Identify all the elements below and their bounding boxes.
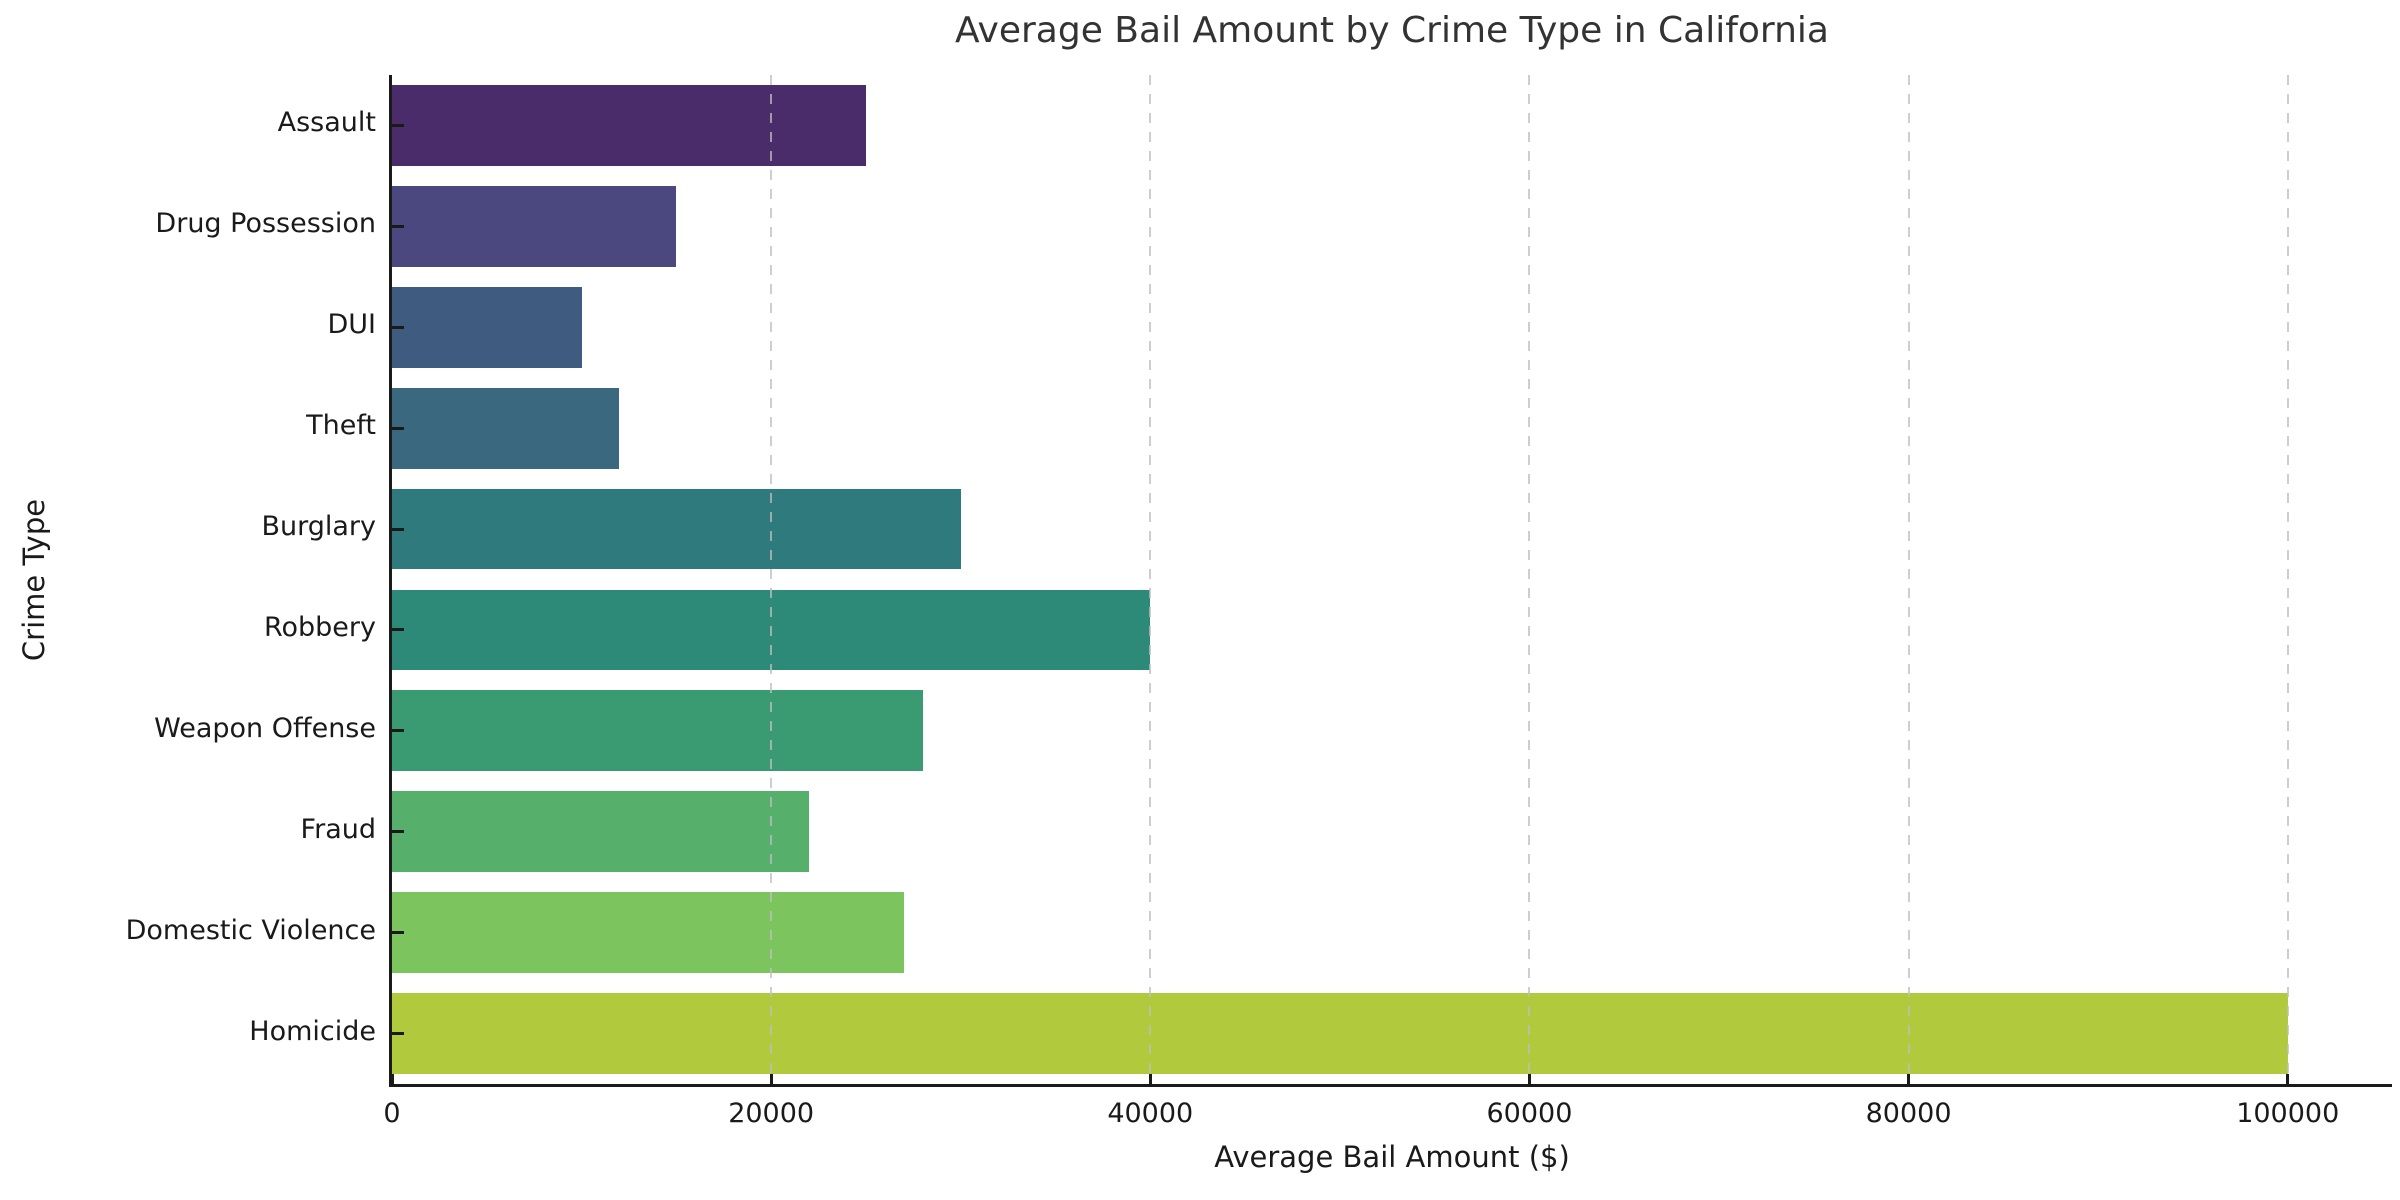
gridline-80000: [1907, 75, 1910, 1084]
y-tick-label-7: Fraud: [300, 813, 376, 845]
y-tick-4: [392, 527, 404, 531]
x-tick-60000: [1527, 1074, 1531, 1084]
chart-title: Average Bail Amount by Crime Type in Cal…: [955, 10, 1829, 51]
y-tick-label-4: Burglary: [261, 511, 376, 543]
y-tick-label-2: DUI: [327, 309, 376, 341]
y-tick-8: [392, 931, 404, 935]
x-tick-40000: [1148, 1074, 1152, 1084]
bar-assault: [392, 85, 866, 166]
x-tick-label-60000: 60000: [1486, 1098, 1573, 1129]
y-tick-7: [392, 830, 404, 834]
x-tick-label-20000: 20000: [728, 1098, 815, 1129]
x-tick-0: [390, 1074, 394, 1084]
x-axis-spine: [389, 1084, 2392, 1087]
y-tick-label-6: Weapon Offense: [154, 712, 376, 744]
x-tick-20000: [769, 1074, 773, 1084]
y-tick-label-5: Robbery: [263, 611, 376, 643]
bar-fraud: [392, 791, 810, 873]
bar-weapon-offense: [392, 690, 923, 772]
y-tick-label-8: Domestic Violence: [125, 914, 376, 946]
x-tick-80000: [1907, 1074, 1911, 1084]
x-tick-label-0: 0: [383, 1098, 401, 1129]
bar-dui: [392, 286, 582, 368]
y-tick-9: [392, 1032, 404, 1036]
y-tick-label-1: Drug Possession: [155, 208, 376, 240]
y-tick-2: [392, 325, 404, 329]
y-tick-3: [392, 426, 404, 430]
y-tick-label-3: Theft: [306, 410, 376, 442]
y-tick-5: [392, 628, 404, 632]
x-tick-label-80000: 80000: [1865, 1098, 1952, 1129]
bar-theft: [392, 387, 620, 469]
gridline-100000: [2286, 75, 2289, 1084]
bar-domestic-violence: [392, 892, 904, 973]
y-tick-0: [392, 123, 404, 127]
y-tick-label-9: Homicide: [249, 1015, 376, 1047]
gridline-40000: [1149, 75, 1152, 1084]
y-tick-6: [392, 729, 404, 733]
x-tick-100000: [2286, 1074, 2290, 1084]
bar-drug-possession: [392, 185, 677, 267]
y-tick-label-0: Assault: [277, 107, 376, 139]
x-tick-label-40000: 40000: [1107, 1098, 1194, 1129]
bar-homicide: [392, 993, 2288, 1074]
x-tick-label-100000: 100000: [2236, 1098, 2340, 1129]
y-axis-spine: [389, 75, 392, 1087]
bar-burglary: [392, 488, 961, 570]
x-axis-label: Average Bail Amount ($): [1214, 1140, 1570, 1174]
y-tick-1: [392, 224, 404, 228]
gridline-20000: [770, 75, 773, 1084]
gridline-60000: [1528, 75, 1531, 1084]
